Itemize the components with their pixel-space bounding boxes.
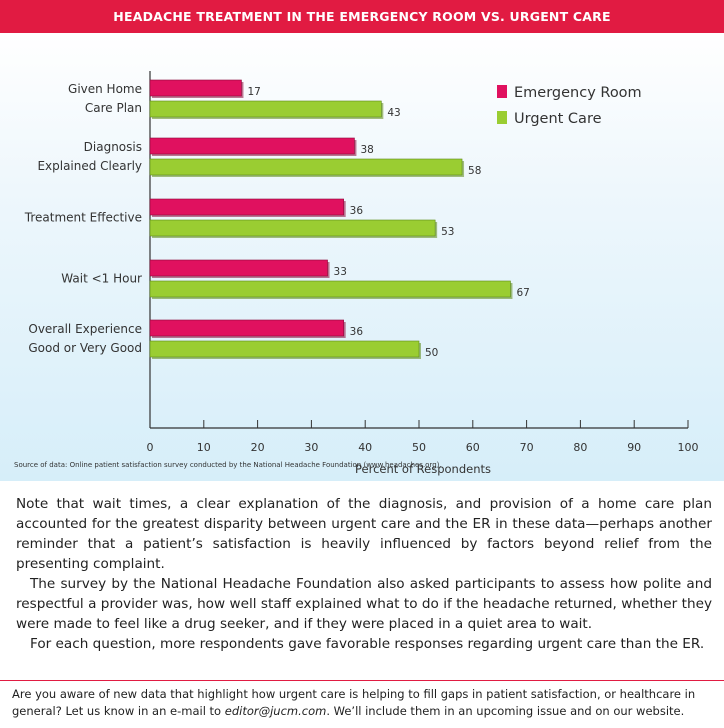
x-tick-label: 70	[520, 441, 534, 454]
bar-urgent-care	[149, 280, 511, 298]
legend-swatch	[497, 111, 507, 124]
x-tick-label: 0	[147, 441, 154, 454]
legend-swatch	[497, 85, 507, 98]
x-tick-label: 60	[466, 441, 480, 454]
category-label: Diagnosis	[84, 140, 142, 154]
bar-emergency-room	[149, 137, 355, 155]
paragraph-1: Note that wait times, a clear explanatio…	[16, 496, 712, 572]
x-axis-label: Percent of Respondents	[355, 462, 491, 476]
chart-title: HEADACHE TREATMENT IN THE EMERGENCY ROOM…	[113, 9, 611, 24]
paragraph-3: For each question, more respondents gave…	[30, 636, 705, 652]
category-label: Explained Clearly	[37, 159, 142, 173]
chart-panel: 0 10 20 30 40 50 60 70 80 90 100 Percent of Respond…	[0, 33, 724, 481]
category-label: Wait <1 Hour	[61, 272, 142, 286]
data-label: 53	[441, 226, 454, 238]
footer-callout: Are you aware of new data that highlight…	[0, 680, 724, 728]
category-label: Care Plan	[85, 101, 142, 115]
data-label: 33	[334, 266, 347, 278]
bar-urgent-care	[149, 340, 420, 358]
category-label: Given Home	[68, 82, 142, 96]
x-tick-label: 50	[412, 441, 426, 454]
source-note: Source of data: Online patient satisfact…	[14, 461, 442, 469]
footer-text-after: . We’ll include them in an upcoming issu…	[326, 704, 685, 718]
x-tick-label: 30	[304, 441, 318, 454]
data-label: 58	[468, 165, 481, 177]
category-label: Good or Very Good	[28, 341, 142, 355]
bar-emergency-room	[149, 79, 242, 97]
x-tick-label: 10	[197, 441, 211, 454]
data-label: 36	[350, 326, 364, 338]
category-label: Overall Experience	[28, 322, 142, 336]
paragraph-2: The survey by the National Headache Foun…	[16, 576, 712, 632]
x-tick-label: 100	[678, 441, 699, 454]
bar-urgent-care	[149, 100, 382, 118]
bar-emergency-room	[149, 319, 344, 337]
x-tick-label: 90	[627, 441, 641, 454]
bar-emergency-room	[149, 259, 328, 277]
legend-label: Urgent Care	[514, 111, 602, 127]
bar-chart: 0 10 20 30 40 50 60 70 80 90 100 Percent of Respond…	[24, 71, 699, 476]
data-label: 43	[387, 107, 400, 119]
email-link[interactable]: editor@jucm.com	[224, 704, 327, 718]
x-tick-label: 40	[358, 441, 372, 454]
category-label: Treatment Effective	[24, 211, 142, 225]
footer-text-before: Are you aware of new data that highlight…	[12, 687, 696, 718]
chart-header: HEADACHE TREATMENT IN THE EMERGENCY ROOM…	[0, 0, 724, 33]
bar-urgent-care	[149, 219, 436, 237]
data-label: 17	[247, 86, 260, 98]
legend-label: Emergency Room	[514, 85, 642, 101]
x-tick-label: 80	[573, 441, 587, 454]
footer-text: Are you aware of new data that highlight…	[0, 681, 724, 720]
x-tick-label: 20	[251, 441, 265, 454]
article-body: Note that wait times, a clear explanatio…	[16, 494, 712, 654]
data-label: 38	[360, 144, 373, 156]
data-label: 36	[350, 205, 364, 217]
data-label: 50	[425, 347, 438, 359]
data-label: 67	[516, 287, 529, 299]
bar-emergency-room	[149, 198, 344, 216]
bar-urgent-care	[149, 158, 463, 176]
